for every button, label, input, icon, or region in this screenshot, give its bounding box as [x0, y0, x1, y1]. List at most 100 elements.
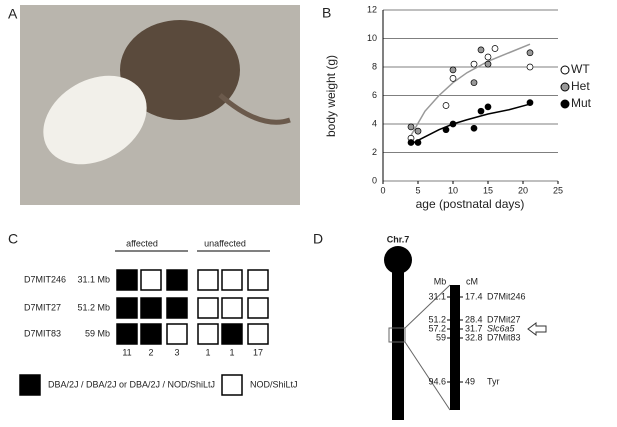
locus-cm: 32.8	[465, 332, 483, 342]
arrow	[527, 322, 547, 336]
panel-label: A	[8, 6, 18, 22]
locus-name: D7Mit83	[487, 332, 521, 342]
map-header: Mb	[434, 276, 447, 286]
point	[442, 126, 450, 134]
point	[449, 75, 457, 82]
genotype-cell	[247, 269, 269, 291]
photo	[20, 5, 300, 205]
zoom-line	[404, 341, 451, 411]
point	[470, 124, 478, 132]
locus-cm: 17.4	[465, 291, 483, 301]
x-tick-label: 20	[518, 185, 528, 195]
trend-line	[410, 43, 531, 136]
point	[470, 60, 478, 68]
point	[442, 102, 450, 109]
locus-mb: 94.6	[428, 376, 446, 386]
centromere	[384, 246, 412, 274]
marker-name: D7MIT246	[24, 274, 66, 284]
marker-position: 31.1 Mb	[77, 274, 110, 284]
point	[470, 79, 478, 87]
marker-name: D7MIT27	[24, 302, 61, 312]
marker-position: 59 Mb	[85, 328, 110, 338]
point	[449, 66, 457, 74]
point	[414, 139, 422, 146]
legend-label: Mut	[571, 96, 592, 110]
count: 2	[148, 347, 153, 357]
genotype-cell	[116, 323, 138, 345]
x-tick-label: 10	[448, 185, 458, 195]
genotype-cell	[197, 269, 219, 291]
count: 11	[122, 347, 131, 357]
point	[526, 63, 534, 71]
mouse-brown	[120, 20, 240, 120]
legend-box	[221, 374, 243, 396]
genotype-cell	[140, 297, 162, 319]
legend-label: Het	[571, 79, 590, 93]
tail	[218, 93, 291, 125]
locus-cm: 31.7	[465, 323, 483, 333]
x-axis-label: age (postnatal days)	[416, 197, 525, 211]
genotype-cell	[140, 323, 162, 345]
locus-mb: 51.2	[428, 314, 446, 324]
legend-marker	[560, 65, 570, 75]
locus-name: D7Mit246	[487, 291, 526, 301]
marker-name: D7MIT83	[24, 328, 61, 338]
genotype-cell	[247, 323, 269, 345]
point	[407, 123, 415, 131]
point	[477, 46, 485, 54]
locus-name: Slc6a5	[487, 323, 516, 333]
genotype-cell	[221, 269, 243, 291]
genotype-cell	[221, 323, 243, 345]
genotype-cell	[221, 297, 243, 319]
count: 1	[205, 347, 210, 357]
point	[407, 139, 415, 146]
map-header: cM	[466, 276, 478, 286]
panel-label: B	[322, 5, 331, 21]
panel-label: C	[8, 231, 18, 247]
genotype-cell	[166, 323, 188, 345]
legend-label: DBA/2J / DBA/2J or DBA/2J / NOD/ShiLtJ	[48, 379, 215, 389]
x-tick-label: 5	[415, 185, 420, 195]
trend-line	[410, 103, 531, 145]
genotype-cell	[166, 269, 188, 291]
point	[477, 107, 485, 115]
genotype-cell	[166, 297, 188, 319]
locus-name: D7Mit27	[487, 314, 521, 324]
locus-cm: 28.4	[465, 314, 483, 324]
count: 1	[229, 347, 234, 357]
count: 17	[253, 347, 263, 357]
region-box	[388, 327, 406, 343]
y-tick-label: 10	[367, 33, 377, 43]
legend-marker	[560, 99, 570, 109]
map-bar	[450, 285, 460, 410]
genotype-cell	[197, 297, 219, 319]
locus-mb: 59	[436, 332, 446, 342]
chromosome-label: Chr.7	[387, 234, 410, 244]
locus-mb: 57.2	[428, 323, 446, 333]
point	[414, 127, 422, 135]
y-tick-label: 12	[367, 4, 377, 14]
zoom-line	[404, 284, 451, 329]
group-label: affected	[126, 238, 158, 248]
locus-cm: 49	[465, 376, 475, 386]
mouse-white	[43, 75, 147, 165]
point	[526, 99, 534, 106]
y-tick-label: 8	[372, 61, 377, 71]
x-tick-label: 15	[483, 185, 493, 195]
genotype-cell	[116, 269, 138, 291]
y-tick-label: 6	[372, 90, 377, 100]
locus-mb: 31.1	[428, 291, 446, 301]
x-tick-label: 0	[380, 185, 385, 195]
count: 3	[174, 347, 179, 357]
genotype-cell	[140, 269, 162, 291]
genotype-cell	[247, 297, 269, 319]
point	[491, 45, 499, 52]
genotype-cell	[116, 297, 138, 319]
legend-label: WT	[571, 62, 590, 76]
y-tick-label: 2	[372, 147, 377, 157]
group-label: unaffected	[204, 238, 246, 248]
point	[484, 103, 492, 111]
point	[526, 49, 534, 57]
x-tick-label: 25	[553, 185, 563, 195]
